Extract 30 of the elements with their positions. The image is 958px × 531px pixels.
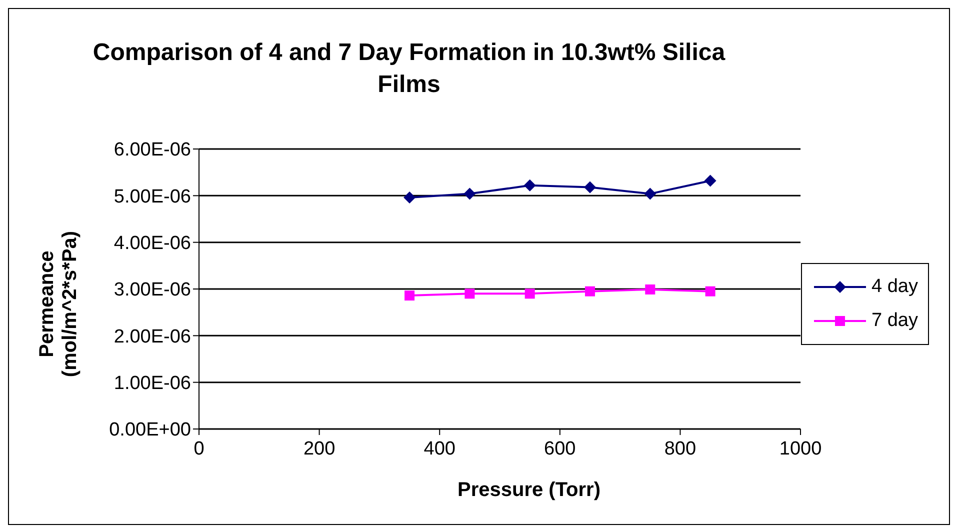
x-tick-label: 600 bbox=[544, 438, 576, 460]
point bbox=[645, 284, 656, 294]
point bbox=[524, 288, 535, 299]
point bbox=[464, 288, 475, 299]
chart-title: Comparison of 4 and 7 Day Formation in 10.3wt% Silica Films bbox=[92, 38, 726, 100]
x-tick-label: 400 bbox=[424, 438, 456, 460]
y-tick-label: 1.00E-06 bbox=[114, 373, 191, 394]
point bbox=[584, 181, 596, 194]
x-tick-label: 800 bbox=[664, 438, 696, 460]
x-tick-label: 0 bbox=[194, 438, 204, 460]
legend-label: 4 day bbox=[872, 275, 918, 299]
point bbox=[705, 286, 716, 296]
y-tick-label: 0.00E+00 bbox=[109, 420, 191, 441]
y-tick-label: 4.00E-06 bbox=[114, 233, 191, 254]
x-axis-title: Pressure (Torr) bbox=[456, 479, 602, 502]
y-tick-label: 6.00E-06 bbox=[114, 140, 191, 161]
point bbox=[704, 174, 716, 187]
legend-label: 7 day bbox=[872, 309, 918, 333]
point bbox=[464, 188, 476, 200]
point bbox=[524, 179, 536, 192]
y-axis-title: Permeance (mol/m^2*s*Pa) bbox=[36, 230, 82, 380]
point bbox=[644, 188, 656, 200]
x-tick-label: 200 bbox=[303, 438, 336, 460]
y-tick-label: 5.00E-06 bbox=[114, 186, 191, 208]
x-tick-label: 1000 bbox=[779, 438, 822, 460]
y-tick-label: 3.00E-06 bbox=[114, 280, 191, 301]
point bbox=[404, 290, 415, 301]
point bbox=[584, 286, 595, 296]
point bbox=[404, 192, 416, 204]
y-tick-label: 2.00E-06 bbox=[114, 326, 191, 348]
